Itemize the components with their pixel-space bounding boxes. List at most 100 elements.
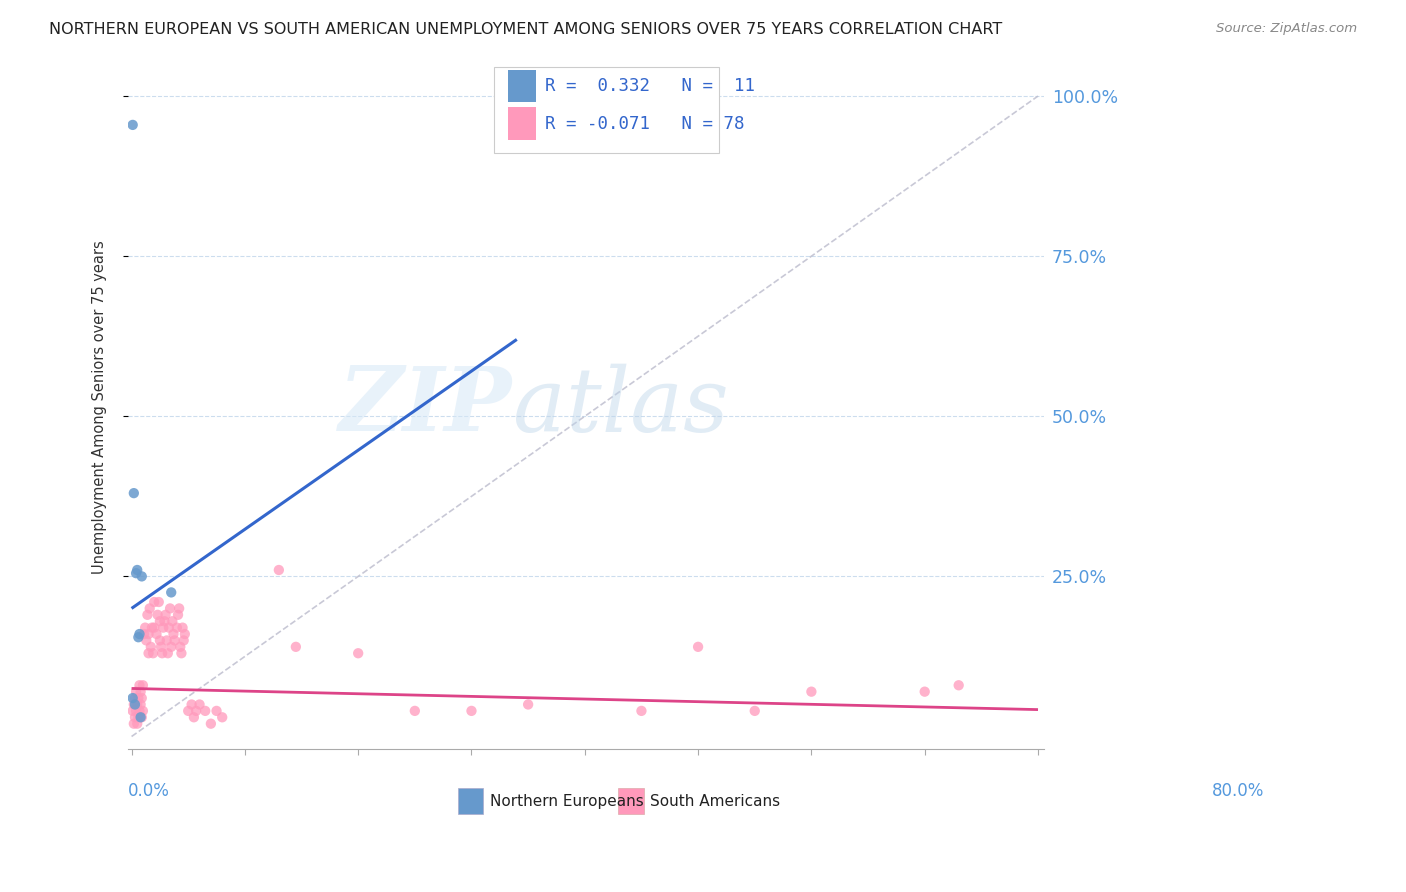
Point bbox=[125, 704, 148, 718]
Point bbox=[132, 627, 155, 641]
Point bbox=[688, 640, 710, 654]
Point bbox=[149, 633, 172, 648]
Point bbox=[166, 621, 188, 635]
Point bbox=[152, 621, 174, 635]
Point bbox=[460, 704, 482, 718]
Point bbox=[150, 646, 173, 660]
FancyBboxPatch shape bbox=[495, 68, 718, 153]
Point bbox=[163, 633, 186, 648]
Text: Source: ZipAtlas.com: Source: ZipAtlas.com bbox=[1216, 22, 1357, 36]
Point bbox=[129, 698, 152, 712]
FancyBboxPatch shape bbox=[619, 789, 644, 814]
Point bbox=[127, 698, 149, 712]
Point bbox=[128, 627, 150, 641]
Point bbox=[128, 704, 150, 718]
Point bbox=[139, 640, 162, 654]
Point bbox=[186, 704, 208, 718]
Point bbox=[800, 684, 823, 698]
Point bbox=[143, 621, 166, 635]
Point bbox=[169, 640, 191, 654]
Point bbox=[160, 585, 183, 599]
Point bbox=[744, 704, 766, 718]
Point bbox=[121, 691, 143, 706]
Point bbox=[145, 627, 167, 641]
Point bbox=[162, 614, 184, 628]
Point bbox=[180, 698, 202, 712]
Point bbox=[124, 710, 146, 724]
Point bbox=[149, 614, 172, 628]
Point bbox=[172, 621, 194, 635]
Text: South Americans: South Americans bbox=[650, 794, 780, 809]
Text: R =  0.332   N =  11: R = 0.332 N = 11 bbox=[544, 77, 755, 95]
Text: R = -0.071   N = 78: R = -0.071 N = 78 bbox=[544, 115, 744, 133]
Point bbox=[404, 704, 426, 718]
Point bbox=[284, 640, 307, 654]
FancyBboxPatch shape bbox=[508, 70, 536, 103]
Point bbox=[129, 710, 152, 724]
Point bbox=[121, 118, 143, 132]
Point bbox=[188, 698, 211, 712]
Point bbox=[156, 633, 179, 648]
Point bbox=[517, 698, 540, 712]
Point bbox=[124, 691, 146, 706]
Point bbox=[914, 684, 936, 698]
Point bbox=[125, 566, 148, 581]
Point bbox=[132, 704, 155, 718]
Point bbox=[211, 710, 233, 724]
Point bbox=[141, 621, 163, 635]
Point bbox=[122, 716, 145, 731]
Text: 80.0%: 80.0% bbox=[1212, 782, 1264, 800]
Point bbox=[132, 678, 155, 692]
Point bbox=[143, 595, 166, 609]
FancyBboxPatch shape bbox=[458, 789, 484, 814]
Point bbox=[183, 710, 205, 724]
Text: Northern Europeans: Northern Europeans bbox=[489, 794, 644, 809]
Text: atlas: atlas bbox=[513, 363, 728, 450]
Point bbox=[129, 684, 152, 698]
Point bbox=[159, 601, 181, 615]
Point bbox=[167, 601, 190, 615]
Point bbox=[127, 691, 149, 706]
Point bbox=[122, 698, 145, 712]
FancyBboxPatch shape bbox=[508, 107, 536, 140]
Point bbox=[173, 633, 195, 648]
Point bbox=[135, 633, 157, 648]
Point bbox=[177, 704, 200, 718]
Text: 0.0%: 0.0% bbox=[128, 782, 170, 800]
Point bbox=[142, 646, 165, 660]
Point bbox=[148, 595, 170, 609]
Point bbox=[150, 640, 173, 654]
Point bbox=[127, 716, 149, 731]
Point bbox=[267, 563, 290, 577]
Point bbox=[170, 646, 193, 660]
Point bbox=[136, 607, 159, 622]
Point bbox=[156, 646, 179, 660]
Point bbox=[162, 627, 184, 641]
Point bbox=[153, 614, 176, 628]
Point bbox=[124, 698, 146, 712]
Point bbox=[127, 630, 149, 644]
Y-axis label: Unemployment Among Seniors over 75 years: Unemployment Among Seniors over 75 years bbox=[93, 240, 107, 574]
Point bbox=[125, 684, 148, 698]
Point bbox=[160, 640, 183, 654]
Point bbox=[155, 607, 177, 622]
Point bbox=[948, 678, 970, 692]
Point bbox=[122, 486, 145, 500]
Point bbox=[131, 691, 153, 706]
Point bbox=[173, 627, 195, 641]
Point bbox=[167, 607, 190, 622]
Point bbox=[127, 563, 149, 577]
Point bbox=[194, 704, 217, 718]
Point bbox=[121, 704, 143, 718]
Text: NORTHERN EUROPEAN VS SOUTH AMERICAN UNEMPLOYMENT AMONG SENIORS OVER 75 YEARS COR: NORTHERN EUROPEAN VS SOUTH AMERICAN UNEM… bbox=[49, 22, 1002, 37]
Point bbox=[347, 646, 370, 660]
Point bbox=[200, 716, 222, 731]
Point bbox=[127, 710, 149, 724]
Point bbox=[630, 704, 652, 718]
Point bbox=[205, 704, 228, 718]
Point bbox=[157, 621, 180, 635]
Point bbox=[138, 627, 160, 641]
Point bbox=[138, 601, 160, 615]
Point bbox=[131, 569, 153, 583]
Text: ZIP: ZIP bbox=[339, 363, 513, 450]
